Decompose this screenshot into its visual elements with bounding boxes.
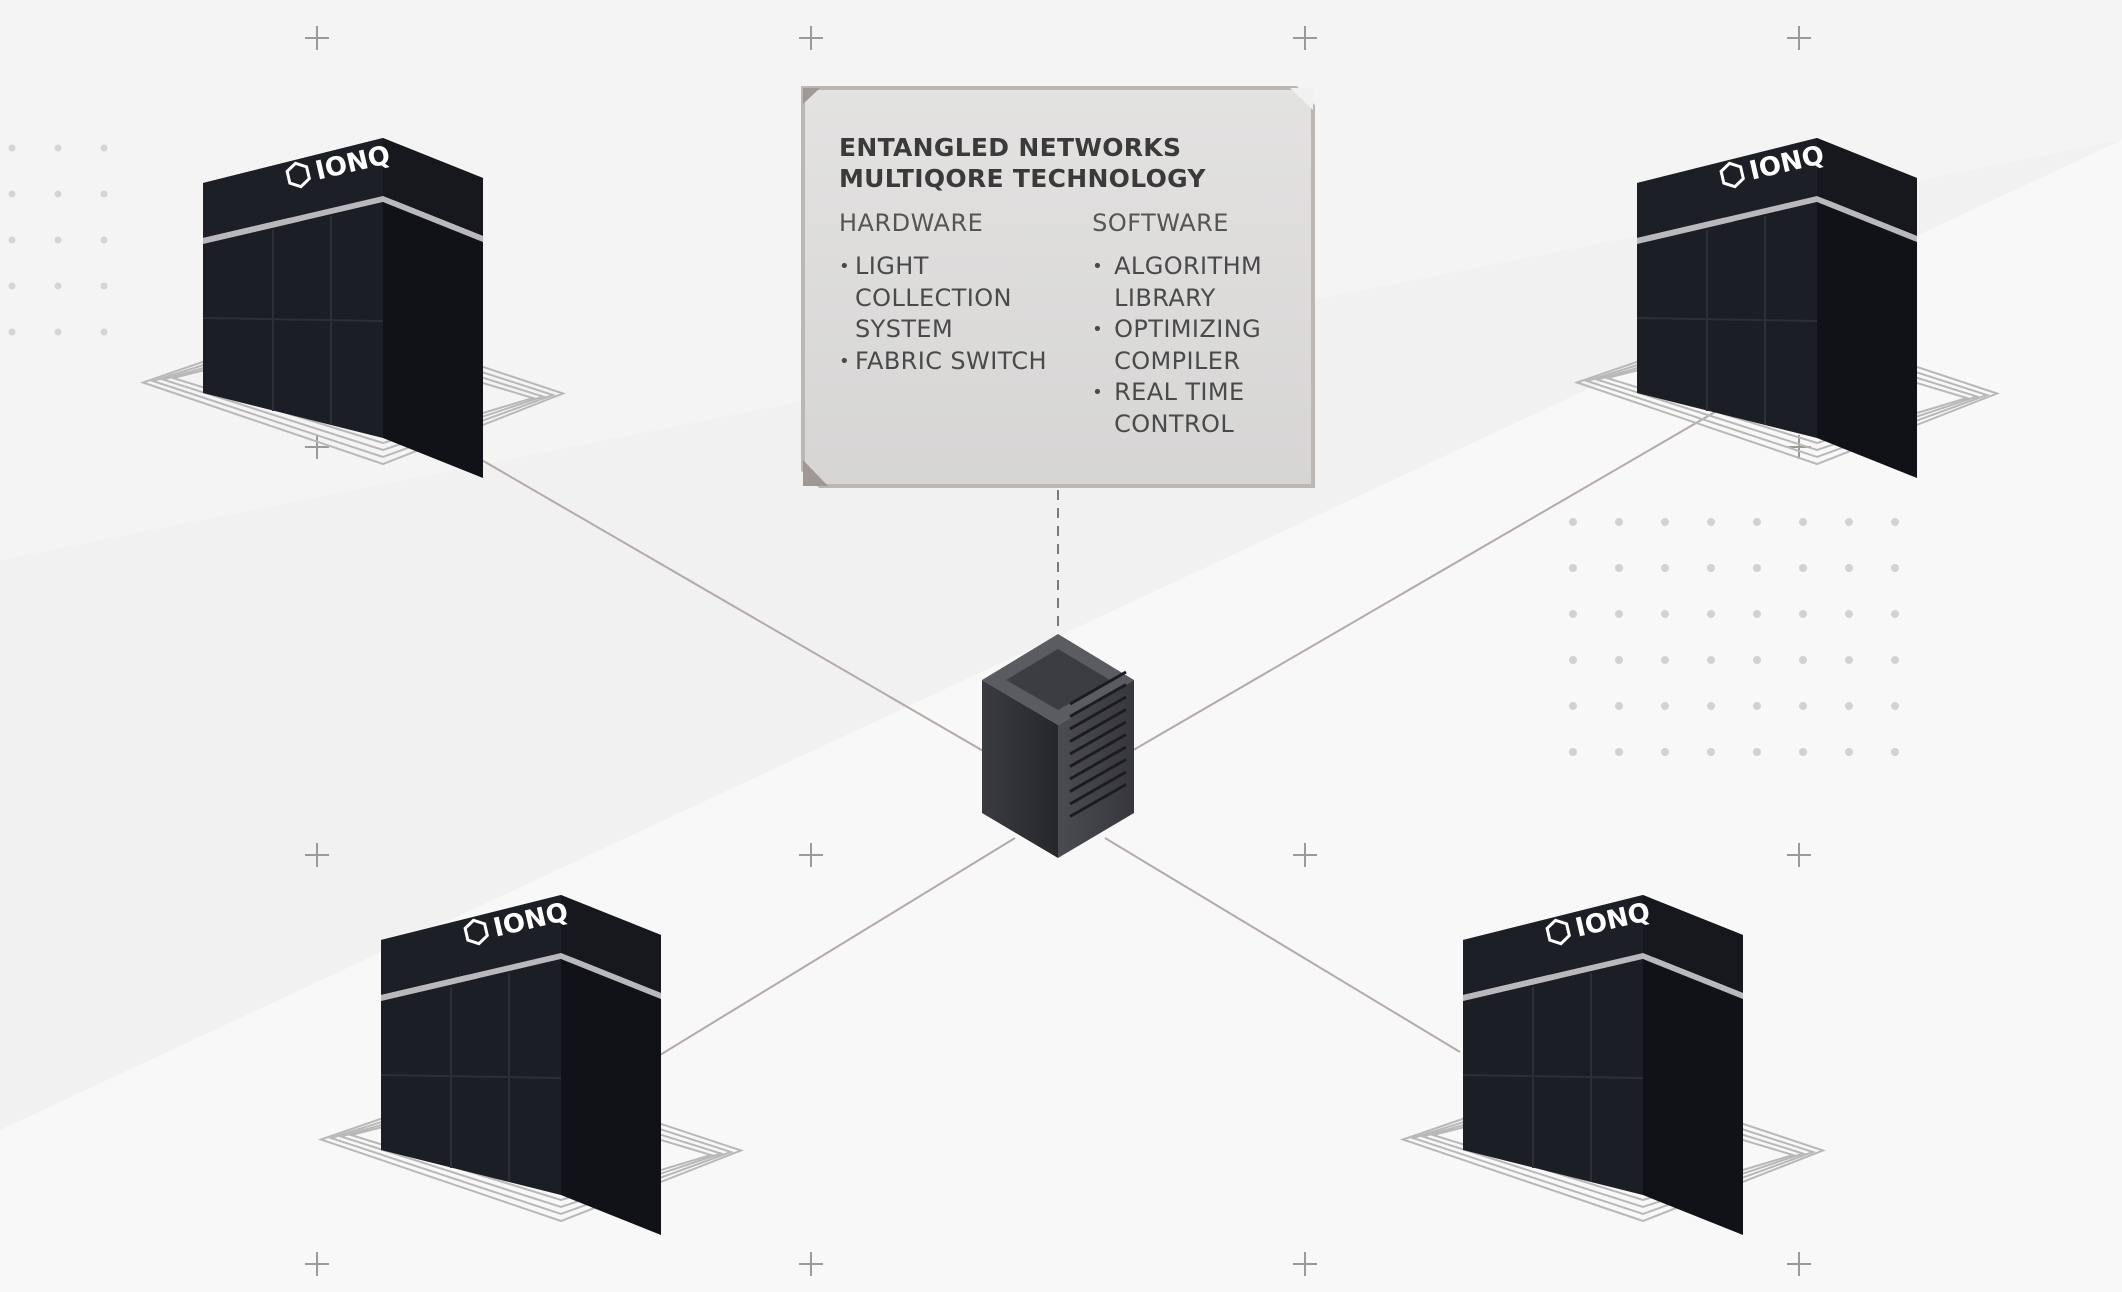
software-item: ALGORITHM LIBRARY: [1092, 251, 1281, 314]
quantum-computer-top-right: IONQ: [1573, 138, 2000, 478]
dot-grid-right: [1569, 518, 1899, 756]
hardware-item: LIGHT COLLECTION SYSTEM: [839, 251, 1092, 346]
hardware-list: LIGHT COLLECTION SYSTEMFABRIC SWITCH: [839, 251, 1092, 377]
central-server-rack: [982, 634, 1134, 858]
link-bottom-right: [1104, 837, 1461, 1053]
ionq-hex-icon: [463, 918, 489, 946]
ionq-hex-icon: [1719, 161, 1745, 189]
software-item: REAL TIME CONTROL: [1092, 377, 1281, 440]
ionq-hex-icon: [285, 161, 311, 189]
info-card: ENTANGLED NETWORKS MULTIQORE TECHNOLOGY …: [803, 86, 1313, 486]
card-title-line-2: MULTIQORE TECHNOLOGY: [839, 164, 1206, 193]
software-item: OPTIMIZING COMPILER: [1092, 314, 1281, 377]
ionq-hex-icon: [1545, 918, 1571, 946]
link-bottom-left: [659, 837, 1016, 1056]
plus-markers: [305, 26, 1811, 1276]
quantum-computer-top-left: IONQ: [139, 138, 566, 478]
quantum-computer-bottom-left: IONQ: [317, 895, 744, 1235]
software-column: SOFTWARE ALGORITHM LIBRARYOPTIMIZING COM…: [1092, 208, 1281, 440]
hardware-column: HARDWARE LIGHT COLLECTION SYSTEMFABRIC S…: [839, 208, 1092, 440]
hardware-heading: HARDWARE: [839, 209, 984, 237]
software-heading: SOFTWARE: [1092, 209, 1229, 237]
card-title-line-1: ENTANGLED NETWORKS: [839, 133, 1182, 162]
link-top-right: [1129, 411, 1716, 753]
quantum-computer-bottom-right: IONQ: [1399, 895, 1826, 1235]
hardware-item: FABRIC SWITCH: [839, 346, 1092, 378]
dot-grid-left: [8, 144, 108, 336]
software-list: ALGORITHM LIBRARYOPTIMIZING COMPILERREAL…: [1092, 251, 1281, 440]
link-top-left: [429, 429, 986, 753]
connection-lines: [429, 411, 1716, 1056]
